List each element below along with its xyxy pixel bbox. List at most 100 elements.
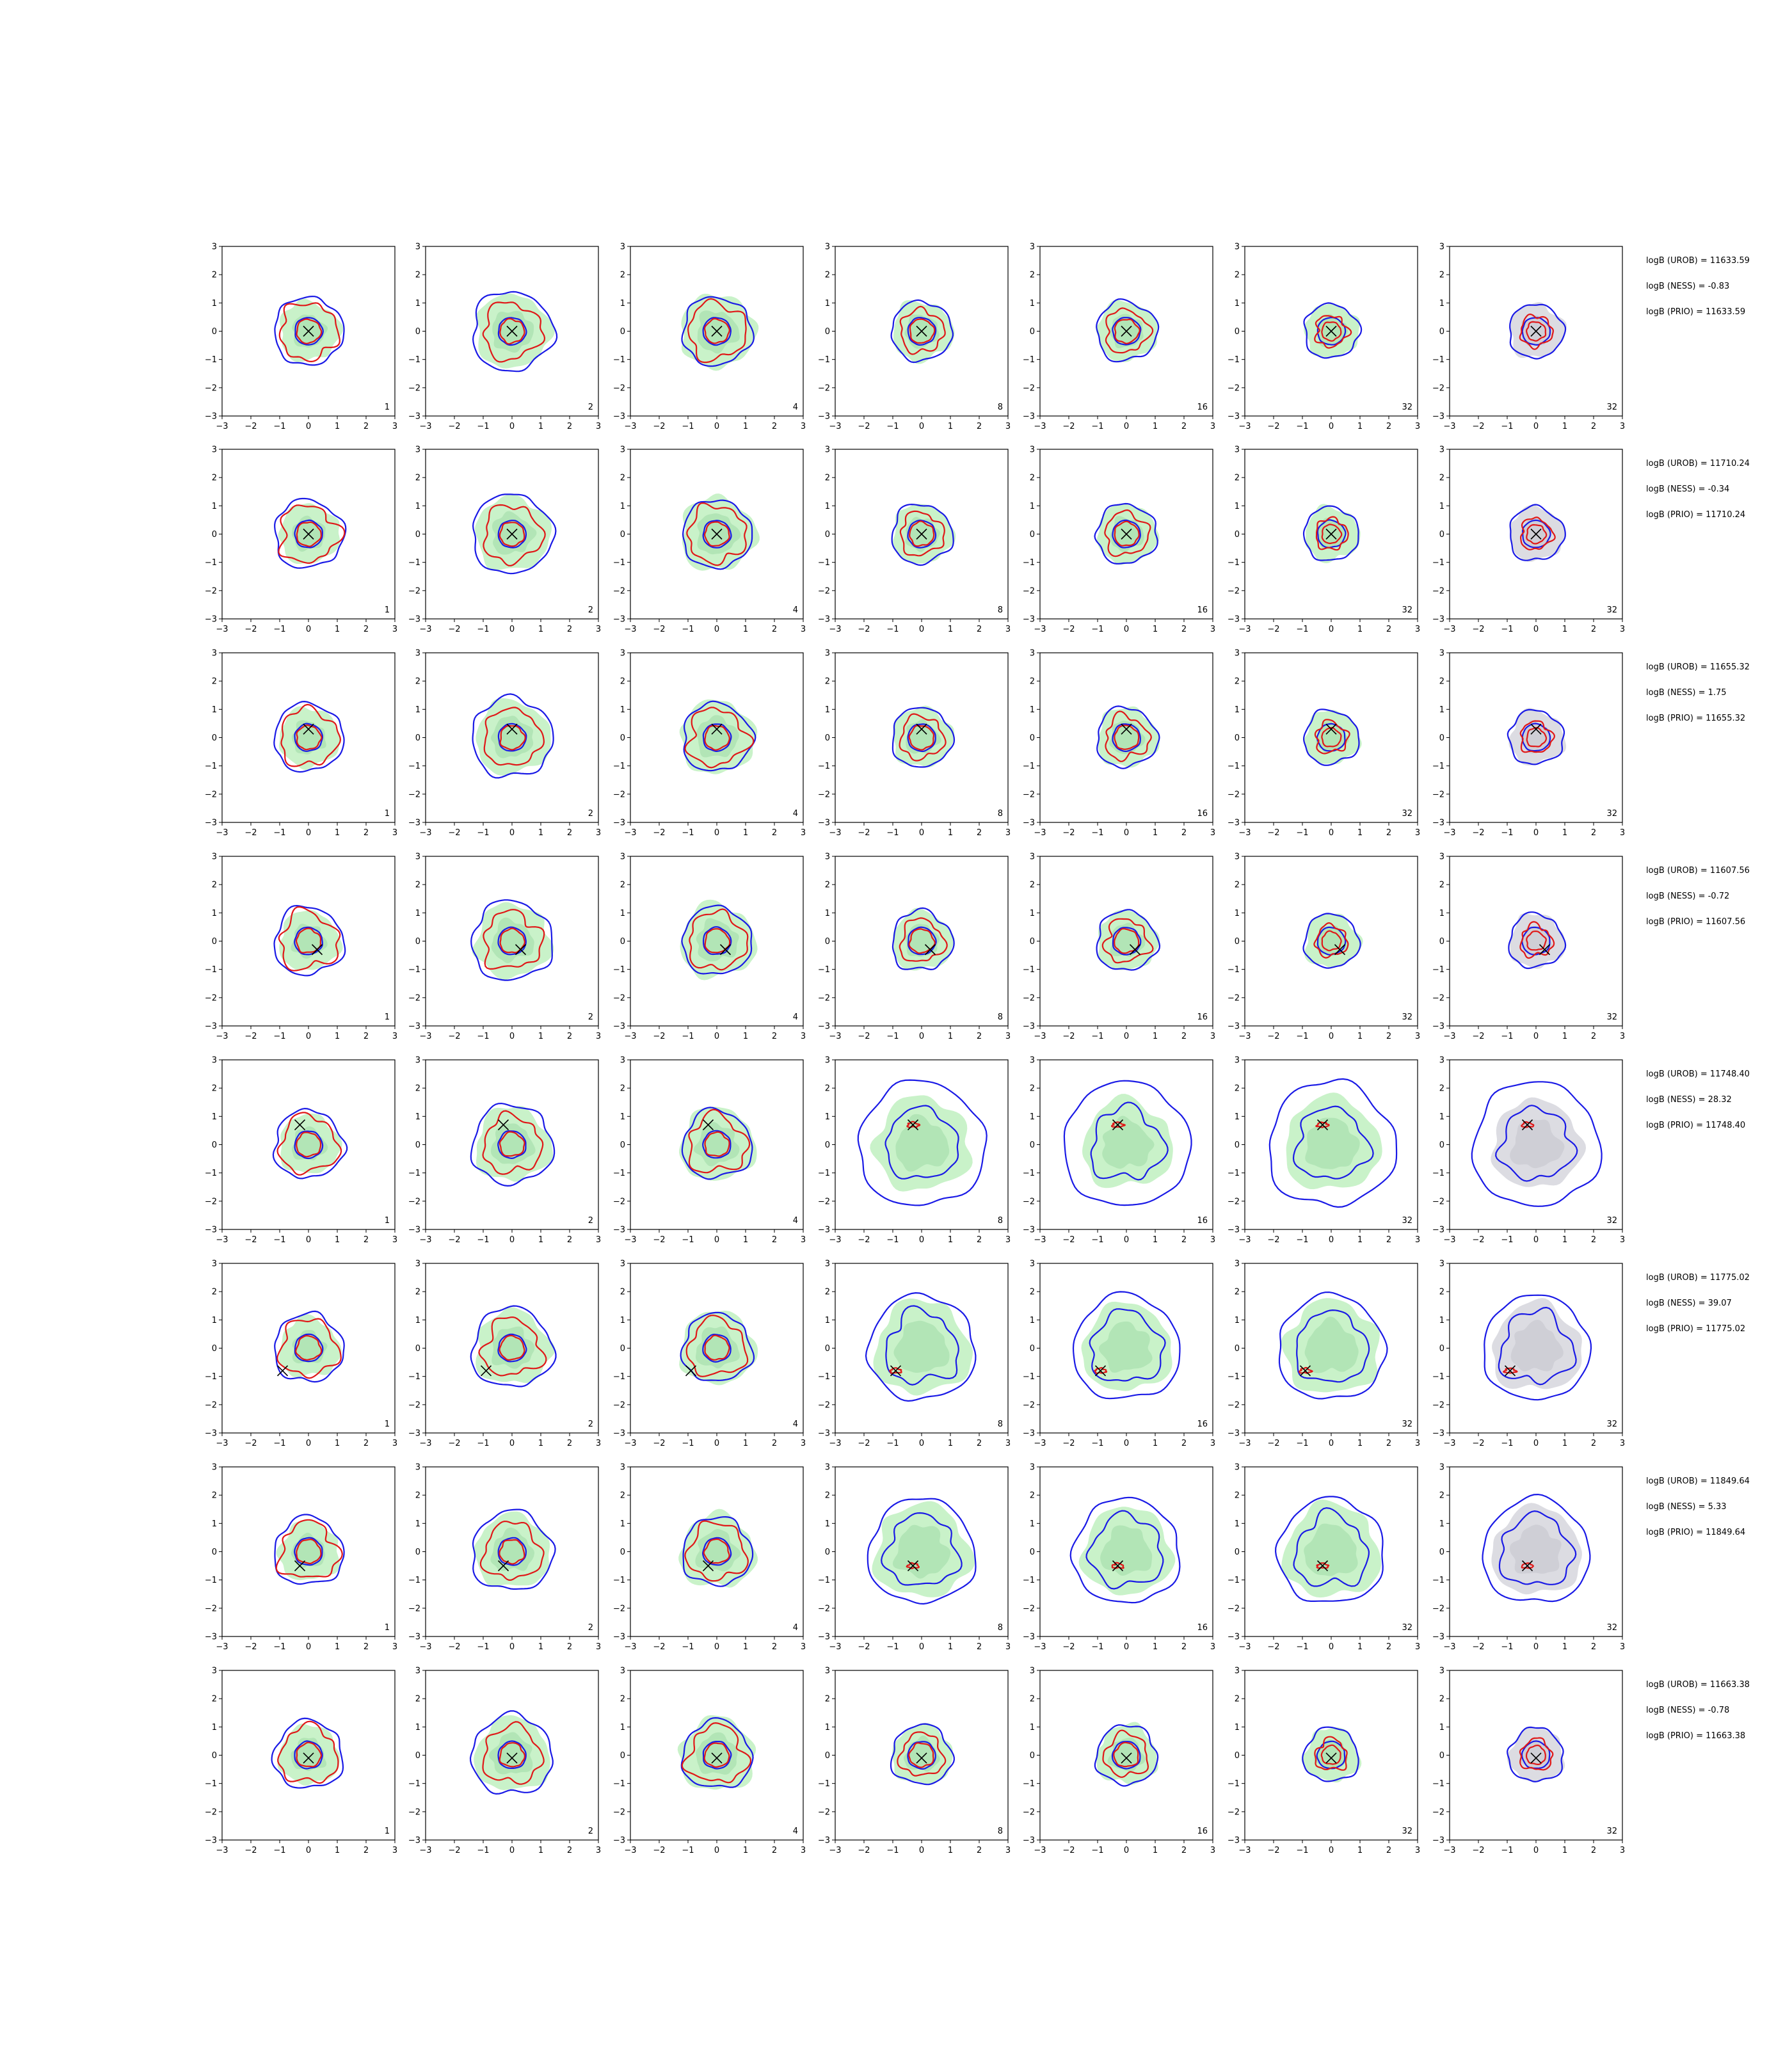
panel-label: 16 <box>1197 403 1208 412</box>
x-tick-label: 2 <box>567 422 572 431</box>
y-tick-label: −2 <box>1432 383 1444 393</box>
panel-label: 8 <box>998 1216 1003 1226</box>
blue-contour-inner <box>907 519 937 549</box>
y-tick-label: 1 <box>620 909 625 918</box>
y-tick-label: −3 <box>408 1633 420 1642</box>
plot-area <box>1274 1496 1384 1602</box>
panel-label: 1 <box>385 809 390 819</box>
log-bayes-stat: logB (UROB) = 11748.40 <box>1646 1069 1750 1079</box>
y-tick-label: −2 <box>205 383 217 393</box>
y-tick-label: 3 <box>1030 649 1035 659</box>
x-tick-label: −2 <box>448 1235 460 1245</box>
x-tick-label: −3 <box>624 1642 636 1652</box>
density-region-inner <box>1305 1117 1360 1169</box>
x-tick-label: 0 <box>1533 1642 1539 1652</box>
red-contour-outer <box>1519 313 1555 350</box>
y-tick-label: −3 <box>1023 1022 1035 1032</box>
x-tick-label: 0 <box>306 422 311 431</box>
y-tick-label: −1 <box>1023 762 1035 771</box>
x-marker <box>1325 723 1337 735</box>
x-tick-label: 2 <box>364 422 369 431</box>
y-tick-label: 0 <box>1030 1344 1035 1354</box>
red-contour-inner <box>704 1334 730 1361</box>
y-tick-label: 0 <box>1439 1140 1444 1150</box>
red-contour-outer <box>1519 720 1556 753</box>
x-marker <box>506 723 518 735</box>
y-tick-label: −2 <box>613 383 625 393</box>
subplot-panel: −3 −2 −1 0 1 2 3 −3 −2 −1 0 1 2 3 2 <box>408 1667 601 1856</box>
x-tick-label: 1 <box>743 625 748 634</box>
blue-contour-inner <box>294 1130 324 1160</box>
y-tick-label: 2 <box>1439 1695 1444 1704</box>
x-marker <box>1121 325 1132 337</box>
subplot-panel: −3 −2 −1 0 1 2 3 −3 −2 −1 0 1 2 3 16 <box>1023 852 1215 1042</box>
plot-area <box>857 1079 988 1206</box>
x-tick-label: 1 <box>335 828 340 838</box>
blue-contour-outer <box>273 904 346 977</box>
x-tick-label: 1 <box>335 1439 340 1448</box>
y-tick-label: −2 <box>818 1400 830 1410</box>
log-bayes-stat: logB (PRIO) = 11710.24 <box>1646 510 1745 520</box>
panel-label: 1 <box>385 1623 390 1633</box>
blue-contour-inner <box>885 1305 959 1386</box>
x-tick-label: −3 <box>1238 828 1251 838</box>
subplot-panel: −3 −2 −1 0 1 2 3 −3 −2 −1 0 1 2 3 4 <box>613 852 806 1042</box>
y-tick-label: −2 <box>1228 1400 1240 1410</box>
plot-area <box>274 1310 345 1383</box>
x-tick-label: 1 <box>1357 1032 1363 1041</box>
y-tick-label: 3 <box>212 1667 217 1676</box>
blue-contour-outer <box>271 1717 344 1789</box>
y-tick-label: 2 <box>415 271 420 280</box>
y-tick-label: −2 <box>818 1604 830 1613</box>
x-tick-label: −1 <box>1501 1439 1513 1448</box>
y-tick-label: 1 <box>1235 502 1240 511</box>
y-tick-label: 0 <box>620 1344 625 1354</box>
x-tick-label: 3 <box>596 1235 601 1245</box>
plot-area <box>867 1498 977 1605</box>
y-tick-label: −1 <box>1023 965 1035 975</box>
y-tick-label: −1 <box>1023 558 1035 568</box>
x-tick-label: −3 <box>1443 1032 1455 1041</box>
red-contour-inner <box>499 317 525 345</box>
x-tick-label: 0 <box>306 1439 311 1448</box>
x-tick-label: −2 <box>1472 1235 1484 1245</box>
y-tick-label: −2 <box>1023 383 1035 393</box>
x-tick-label: −1 <box>1501 422 1513 431</box>
y-tick-label: 3 <box>1235 649 1240 659</box>
y-tick-label: −2 <box>205 586 217 596</box>
y-tick-label: 3 <box>1235 1056 1240 1066</box>
x-tick-label: 3 <box>1005 625 1011 634</box>
y-tick-label: −1 <box>1023 1779 1035 1789</box>
subplot-panel: −3 −2 −1 0 1 2 3 −3 −2 −1 0 1 2 3 1 <box>205 1260 397 1449</box>
x-tick-label: −2 <box>653 1032 665 1041</box>
x-tick-label: −2 <box>1472 1642 1484 1652</box>
y-tick-label: 0 <box>212 530 217 540</box>
y-tick-label: 2 <box>1030 1288 1035 1297</box>
y-tick-label: −1 <box>408 1576 420 1585</box>
red-contour-inner <box>909 318 936 344</box>
x-tick-label: 0 <box>509 1642 515 1652</box>
y-tick-label: 1 <box>415 1723 420 1732</box>
x-tick-label: −2 <box>448 422 460 431</box>
y-tick-label: 1 <box>620 299 625 308</box>
y-tick-label: −3 <box>1023 412 1035 422</box>
blue-contour-inner <box>884 1105 959 1180</box>
x-marker <box>702 1119 714 1131</box>
y-tick-label: 3 <box>1235 1260 1240 1269</box>
x-tick-label: −2 <box>1062 1439 1075 1448</box>
red-contour-outer <box>1519 921 1555 959</box>
log-bayes-stat: logB (PRIO) = 11607.56 <box>1646 917 1745 927</box>
y-tick-label: 2 <box>1439 677 1444 687</box>
y-tick-label: −1 <box>1228 1372 1240 1382</box>
blue-contour-outer <box>892 907 955 971</box>
x-tick-label: −3 <box>624 1439 636 1448</box>
panel-label: 16 <box>1197 1012 1208 1022</box>
log-bayes-stat: logB (UROB) = 11710.24 <box>1646 459 1750 468</box>
x-tick-label: 2 <box>567 1439 572 1448</box>
y-tick-label: −2 <box>818 586 830 596</box>
y-tick-label: 0 <box>1030 1751 1035 1761</box>
y-tick-label: −3 <box>613 615 625 625</box>
